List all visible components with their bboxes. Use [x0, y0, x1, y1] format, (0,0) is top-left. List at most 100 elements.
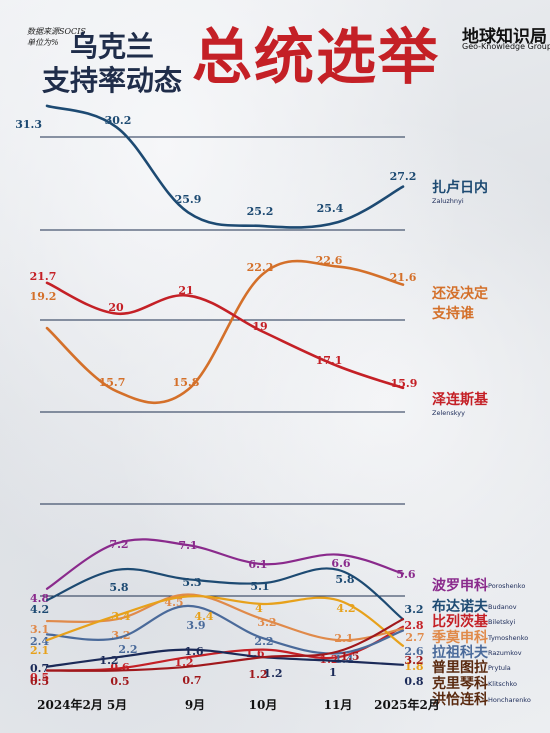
data-label: 15.9: [391, 377, 418, 390]
data-label: 3.9: [186, 619, 205, 632]
series-name: 普里图拉: [432, 659, 488, 676]
brand-name: 地球知识局: [462, 27, 547, 47]
series-name: 克里琴科: [432, 675, 488, 692]
data-label: 7.2: [109, 538, 128, 551]
data-label: 5.3: [182, 576, 201, 589]
data-label: 19.2: [30, 290, 57, 303]
data-label: 20: [108, 301, 124, 314]
series-line-zelenskyy: [45, 281, 405, 390]
data-label: 2.1: [30, 644, 49, 657]
data-label: 0.7: [30, 662, 49, 675]
data-label: 4: [255, 602, 263, 615]
page-title: 总统选举: [192, 23, 440, 93]
unit-line: 单位为%: [27, 38, 59, 47]
series-line-prytula: [45, 594, 405, 647]
data-label: 15.8: [173, 376, 200, 389]
data-label: 25.4: [317, 202, 344, 215]
data-label: 4.2: [30, 603, 49, 616]
data-label: 1.6: [184, 645, 203, 658]
data-label: 1.2: [248, 668, 267, 681]
data-label: 5.6: [396, 568, 415, 581]
data-label: 1.8: [404, 660, 423, 673]
data-label: 6.6: [331, 557, 350, 570]
series-name: 扎卢日内: [432, 179, 488, 196]
series-name: 季莫申科: [431, 629, 488, 646]
data-label: 21.6: [390, 271, 417, 284]
series-line-zaluzhnyi: [45, 104, 405, 229]
subtitle-line-1: 乌克兰: [69, 30, 154, 63]
data-label: 0.8: [404, 675, 423, 688]
series-line-razumkov: [45, 604, 405, 655]
data-label: 1.5: [340, 650, 359, 663]
data-label: 2.4: [30, 635, 49, 648]
data-label: 0.5: [110, 675, 129, 688]
data-label: 25.2: [247, 205, 274, 218]
data-label: 5.8: [109, 581, 128, 594]
data-label: 2.8: [404, 619, 423, 632]
data-label: 2.2: [254, 635, 273, 648]
data-label: 4.2: [336, 602, 355, 615]
data-label: 21.7: [30, 270, 57, 283]
x-tick-label: 11月: [324, 698, 353, 712]
series-name: 泽连斯基: [432, 391, 489, 408]
data-label: 5.8: [335, 573, 354, 586]
series-name-en: Klitschko: [488, 680, 517, 688]
data-label: 1.2: [99, 654, 118, 667]
data-label: 22.6: [316, 254, 343, 267]
data-label: 4.8: [30, 592, 49, 605]
series-name-en: Razumkov: [488, 649, 522, 657]
series-name-en: Tymoshenko: [487, 634, 528, 642]
series-name: 还没决定: [431, 285, 488, 302]
source-line: 数据来源SOCIS: [27, 27, 86, 36]
series-line-honcharenko: [45, 618, 405, 672]
data-label: 1.4: [334, 653, 353, 666]
data-label: 31.3: [15, 118, 42, 131]
data-label: 15.7: [99, 376, 126, 389]
series-name: 比列茨基: [432, 613, 489, 630]
data-label: 25.9: [175, 193, 202, 206]
data-source-note: 数据来源SOCIS 单位为%: [27, 26, 86, 48]
series-name: 洪恰连科: [432, 691, 488, 708]
data-label: 3.1: [30, 623, 49, 636]
series-line-undecided: [45, 259, 405, 404]
series-name: 拉祖科夫: [432, 644, 489, 661]
data-label: 2.7: [405, 631, 424, 644]
brand-name-en: Geo-Knowledge Group: [462, 42, 550, 51]
data-label: 2.1: [334, 632, 353, 645]
subtitle-line-2: 支持率动态: [41, 64, 182, 97]
series-name-en: Zaluzhnyi: [432, 197, 464, 205]
series-name-en: Prytula: [488, 664, 511, 672]
data-label: 17.1: [316, 354, 343, 367]
series-name: 波罗申科: [432, 577, 488, 594]
data-label: 5.1: [250, 580, 269, 593]
series-line-tymoshenko: [45, 593, 405, 642]
data-label: 0.7: [182, 674, 201, 687]
x-tick-label: 2025年2月: [374, 697, 440, 712]
data-label: 6.1: [248, 558, 267, 571]
data-label: 0.5: [30, 671, 49, 684]
subtitle: 乌克兰 支持率动态: [32, 30, 192, 98]
x-tick-label: 9月: [185, 698, 205, 712]
x-tick-label: 5月: [107, 698, 127, 712]
data-label: 2.2: [118, 643, 137, 656]
data-label: 4.4: [194, 610, 213, 623]
data-label: 0.5: [30, 675, 49, 688]
data-label: 30.2: [105, 114, 132, 127]
series-name-en: Honcharenko: [488, 696, 531, 704]
series-line-budanov: [45, 567, 405, 621]
series-name-en: Zelenskyy: [432, 409, 465, 417]
series-name: 支持谁: [431, 305, 474, 322]
data-label: 3.2: [404, 603, 423, 616]
data-label: 3.4: [111, 610, 130, 623]
data-label: 3.2: [404, 654, 423, 667]
x-tick-label: 10月: [249, 698, 278, 712]
data-label: 19: [252, 320, 267, 333]
series-name-en: Biletskyi: [488, 618, 515, 626]
data-label: 3.2: [257, 616, 276, 629]
series-line-klitschko: [45, 648, 405, 668]
x-tick-label: 2024年2月: [37, 697, 103, 712]
data-label: 1.2: [263, 667, 282, 680]
data-label: 21: [178, 284, 193, 297]
